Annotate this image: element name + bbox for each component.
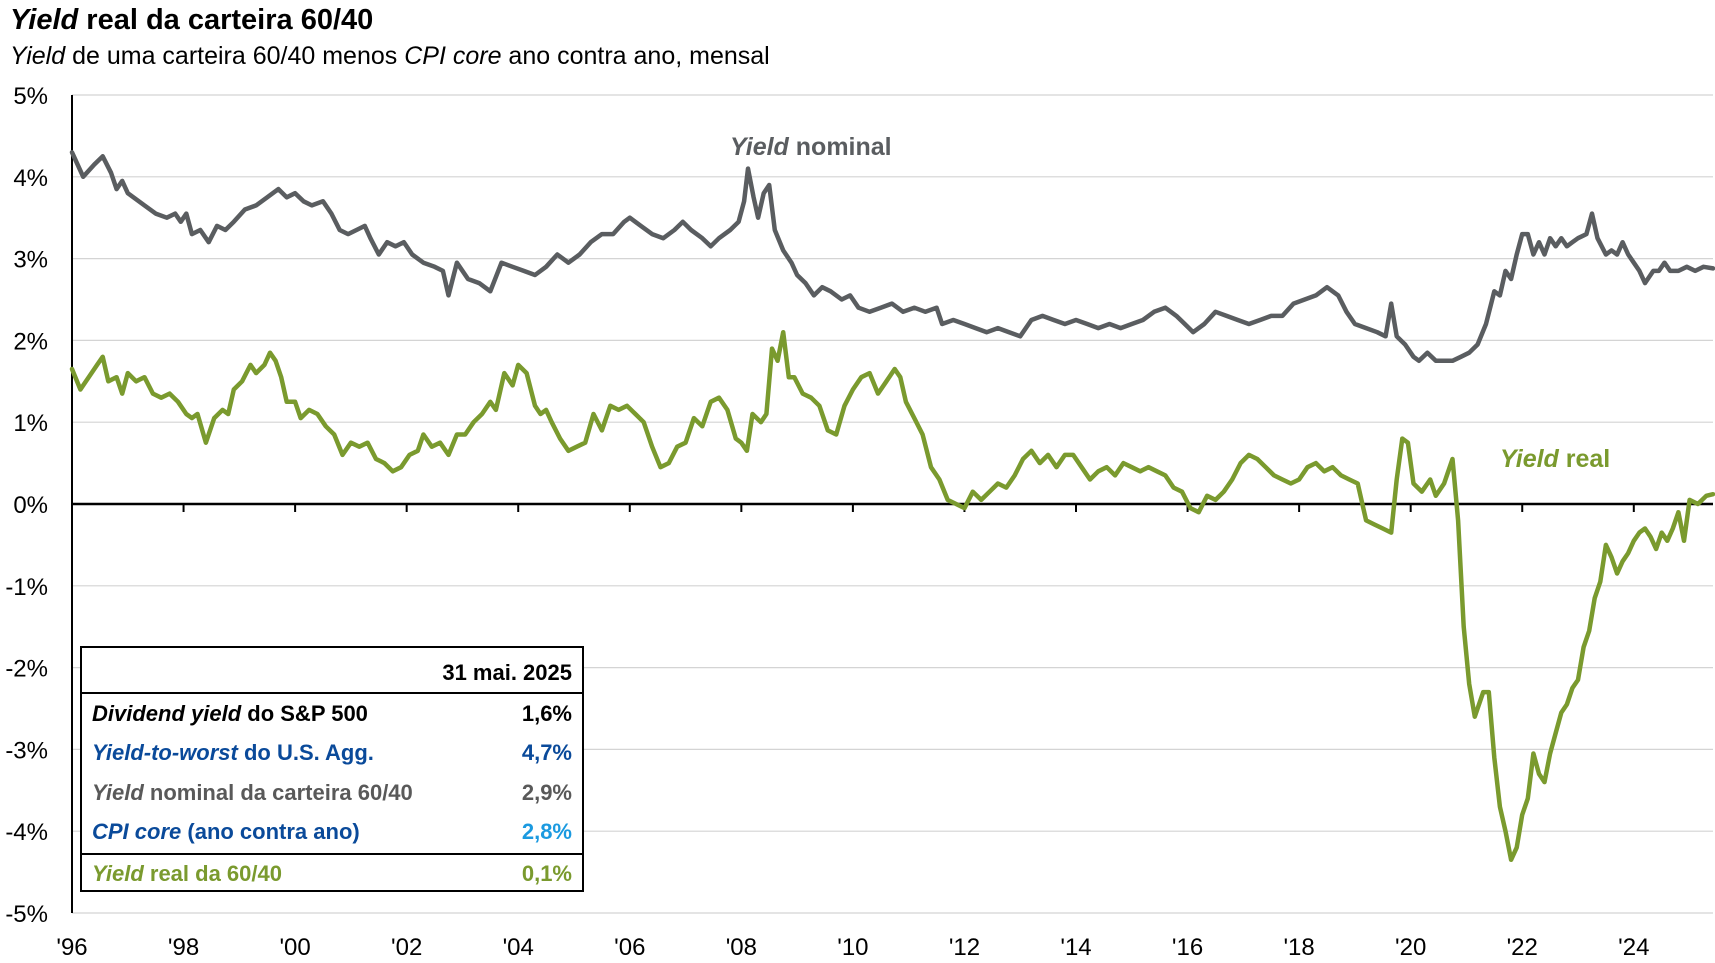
y-tick-label: 0% [13, 492, 48, 519]
annotation-yield-real: Yield real [1500, 445, 1610, 473]
row-label-italic: CPI core [92, 819, 182, 844]
annotation-real-italic: Yield [1500, 445, 1560, 473]
y-tick-label: 3% [13, 247, 48, 274]
table-divider-top [82, 692, 582, 694]
x-tick-label: '12 [949, 934, 980, 961]
chart-subtitle: Yield de uma carteira 60/40 menos CPI co… [10, 42, 770, 71]
y-tick-label: -4% [5, 819, 48, 846]
subtitle-italic-2: CPI core [404, 42, 502, 70]
x-tick-label: '22 [1507, 934, 1538, 961]
annotation-yield-nominal: Yield nominal [730, 133, 892, 161]
row-label: Dividend yield do S&P 500 [92, 701, 368, 727]
y-tick-label: 4% [13, 165, 48, 192]
series-line-yield-nominal [69, 150, 1715, 364]
annotation-nominal-italic: Yield [730, 133, 790, 161]
x-tick-label: '04 [503, 934, 534, 961]
subtitle-mid: de uma carteira 60/40 menos [65, 42, 405, 70]
row-label-rest: do S&P 500 [241, 701, 368, 726]
x-tick-label: '06 [614, 934, 645, 961]
y-tick-label: -1% [5, 574, 48, 601]
y-tick-label: -5% [5, 901, 48, 928]
subtitle-italic-1: Yield [10, 42, 66, 70]
row-label-rest: (ano contra ano) [181, 819, 360, 844]
row-value: 1,6% [521, 701, 572, 726]
x-tick-label: '98 [168, 934, 199, 961]
x-tick-label: '10 [837, 934, 868, 961]
table-divider-bottom [82, 853, 582, 855]
row-label: CPI core (ano contra ano) [92, 819, 360, 845]
x-tick-label: '14 [1060, 934, 1091, 961]
y-tick-label: -2% [5, 656, 48, 683]
x-tick-label: '00 [279, 934, 310, 961]
y-tick-label: 1% [13, 410, 48, 437]
row-label: Yield real da 60/40 [92, 861, 282, 887]
x-tick-label: '24 [1618, 934, 1649, 961]
y-tick-label: 2% [13, 328, 48, 355]
series-line-yield-real [69, 329, 1715, 863]
row-value: 2,8% [521, 819, 572, 844]
summary-table: 31 mai. 2025 Dividend yield do S&P 500 1… [80, 646, 584, 892]
chart-title-italic: Yield [10, 4, 79, 36]
row-label-rest: real da 60/40 [143, 861, 282, 886]
x-tick-label: '08 [726, 934, 757, 961]
row-value: 2,9% [521, 780, 572, 805]
row-label-italic: Dividend yield [92, 701, 242, 726]
row-label-rest: do U.S. Agg. [237, 740, 374, 765]
x-tick-label: '16 [1172, 934, 1203, 961]
chart-title-rest: real da carteira 60/40 [78, 4, 374, 36]
row-label: Yield nominal da carteira 60/40 [92, 780, 413, 806]
row-value: 0,1% [521, 861, 572, 886]
row-label-italic: Yield [92, 861, 144, 886]
y-tick-label: -3% [5, 737, 48, 764]
x-tick-label: '02 [391, 934, 422, 961]
series-lines [69, 150, 1715, 863]
series-annotations: Yield nominal Yield real [730, 133, 1610, 473]
row-label-rest: nominal da carteira 60/40 [143, 780, 413, 805]
table-date: 31 mai. 2025 [442, 660, 572, 685]
x-axis-labels: '96 '98 '00 '02 '04 '06 '08 '10 '12 '14 '16 '18 '20 '… [56, 934, 1649, 961]
chart-title: Yield real da carteira 60/40 [10, 4, 373, 37]
annotation-nominal-rest: nominal [789, 133, 892, 161]
row-label-italic: Yield-to-worst [92, 740, 238, 765]
row-label-italic: Yield [92, 780, 144, 805]
subtitle-end: ano contra ano, mensal [501, 42, 770, 70]
x-tick-label: '18 [1283, 934, 1314, 961]
annotation-real-rest: real [1559, 445, 1610, 473]
row-value: 4,7% [521, 740, 572, 765]
axes [71, 95, 1713, 913]
x-tick-label: '20 [1395, 934, 1426, 961]
y-axis-labels: 5% 4% 3% 2% 1% 0% -1% -2% -3% -4% -5% [5, 83, 48, 928]
y-tick-label: 5% [13, 83, 48, 110]
x-tick-label: '96 [56, 934, 87, 961]
row-label: Yield-to-worst do U.S. Agg. [92, 740, 374, 766]
